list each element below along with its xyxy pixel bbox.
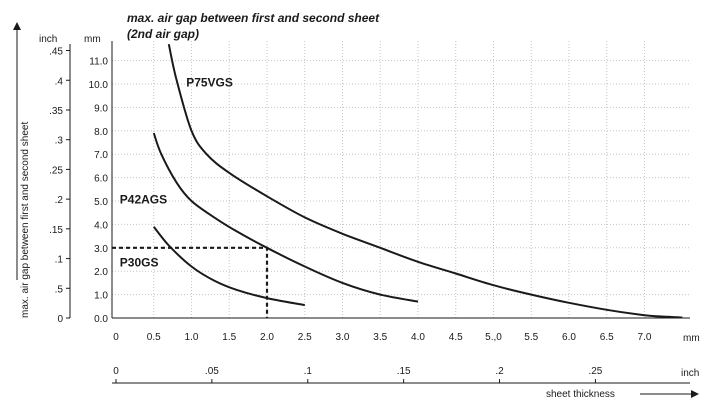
y-tick-label-inch: .45 bbox=[49, 47, 63, 58]
y-tick-label-mm: 10.0 bbox=[89, 80, 109, 91]
y-tick-label-inch: .25 bbox=[49, 165, 63, 176]
tick-labels: 0.0 1.0 2.0 3.0 4.0 5.0 6.0 7.0 8.0 9.0 10.0 11.0 0 0… bbox=[49, 47, 652, 383]
x-tick-label-mm: 0.5 bbox=[147, 332, 161, 343]
y-tick-label-mm: 7.0 bbox=[94, 150, 108, 161]
y-arrow-head bbox=[13, 22, 21, 30]
x-tick-label-mm: 7.0 bbox=[638, 332, 652, 343]
chart-title: max. air gap between first and second sh… bbox=[127, 11, 380, 25]
y-tick-label-inch: .1 bbox=[55, 255, 64, 266]
y-tick-label-mm: 4.0 bbox=[94, 220, 108, 231]
x-tick-label-mm: 6.5 bbox=[600, 332, 614, 343]
x-tick-label-inch: .15 bbox=[397, 366, 411, 377]
x-unit-inch: inch bbox=[681, 368, 699, 379]
series-label-p75vgs: P75VGS bbox=[186, 75, 233, 89]
y-tick-label-mm: 1.0 bbox=[94, 291, 108, 302]
series-line-p30gs bbox=[153, 226, 305, 307]
axes bbox=[13, 22, 699, 398]
y-tick-label-mm: 5.0 bbox=[94, 197, 108, 208]
x-tick-label-inch: .05 bbox=[205, 366, 219, 377]
y-tick-label-inch: .3 bbox=[55, 136, 64, 147]
x-tick-label-inch: .1 bbox=[304, 366, 313, 377]
x-arrow-head bbox=[691, 390, 699, 398]
series-label-p42ags: P42AGS bbox=[120, 192, 167, 206]
series-line-p42ags bbox=[152, 132, 419, 303]
y-tick-label-mm: 8.0 bbox=[94, 127, 108, 138]
y-tick-label-mm: 9.0 bbox=[94, 103, 108, 114]
x-tick-label-mm: 1.5 bbox=[222, 332, 236, 343]
y-tick-label-mm: 11.0 bbox=[89, 57, 108, 68]
y-unit-inch: inch bbox=[39, 34, 57, 45]
y-tick-label-inch: .15 bbox=[49, 225, 63, 236]
x-tick-label-mm: 4.5 bbox=[449, 332, 463, 343]
y-tick-label-inch: .5 bbox=[55, 284, 64, 295]
y-tick-label-inch: .4 bbox=[55, 76, 64, 87]
y-axis-title: max. air gap between first and second sh… bbox=[20, 122, 31, 318]
x-tick-label-mm: 1.0 bbox=[185, 332, 199, 343]
x-tick-label-mm: 2.5 bbox=[298, 332, 312, 343]
x-tick-label-mm: 3.5 bbox=[373, 332, 387, 343]
series-line-p75vgs bbox=[167, 43, 683, 319]
x-tick-label-inch: .2 bbox=[495, 366, 504, 377]
y-tick-label-mm: 3.0 bbox=[94, 244, 108, 255]
x-tick-label-mm: 2.0 bbox=[260, 332, 274, 343]
x-tick-label-mm: 3.0 bbox=[336, 332, 350, 343]
x-tick-label-mm: 0 bbox=[113, 332, 119, 343]
x-unit-mm: mm bbox=[683, 333, 700, 344]
series-label-p30gs: P30GS bbox=[120, 256, 159, 270]
x-tick-label-inch: .25 bbox=[588, 366, 602, 377]
y-tick-label-mm: 0.0 bbox=[94, 314, 108, 325]
y-tick-label-mm: 6.0 bbox=[94, 174, 108, 185]
x-tick-label-mm: 6.0 bbox=[562, 332, 576, 343]
y-unit-mm: mm bbox=[84, 34, 101, 45]
x-tick-label-inch: 0 bbox=[113, 366, 119, 377]
x-axis-title: sheet thickness bbox=[546, 389, 615, 400]
y-tick-label-mm: 2.0 bbox=[94, 267, 108, 278]
x-tick-label-mm: 4.0 bbox=[411, 332, 425, 343]
y-tick-label-inch: .2 bbox=[55, 195, 64, 206]
chart-subtitle: (2nd air gap) bbox=[127, 27, 199, 41]
y-tick-label-inch: .35 bbox=[49, 106, 63, 117]
series-curves: P75VGS P42AGS P30GS bbox=[120, 43, 683, 319]
grid bbox=[112, 41, 690, 318]
x-tick-label-mm: 5.5 bbox=[524, 332, 538, 343]
y-tick-label-inch: 0 bbox=[57, 314, 63, 325]
x-tick-label-mm: 5.,0 bbox=[485, 332, 502, 343]
